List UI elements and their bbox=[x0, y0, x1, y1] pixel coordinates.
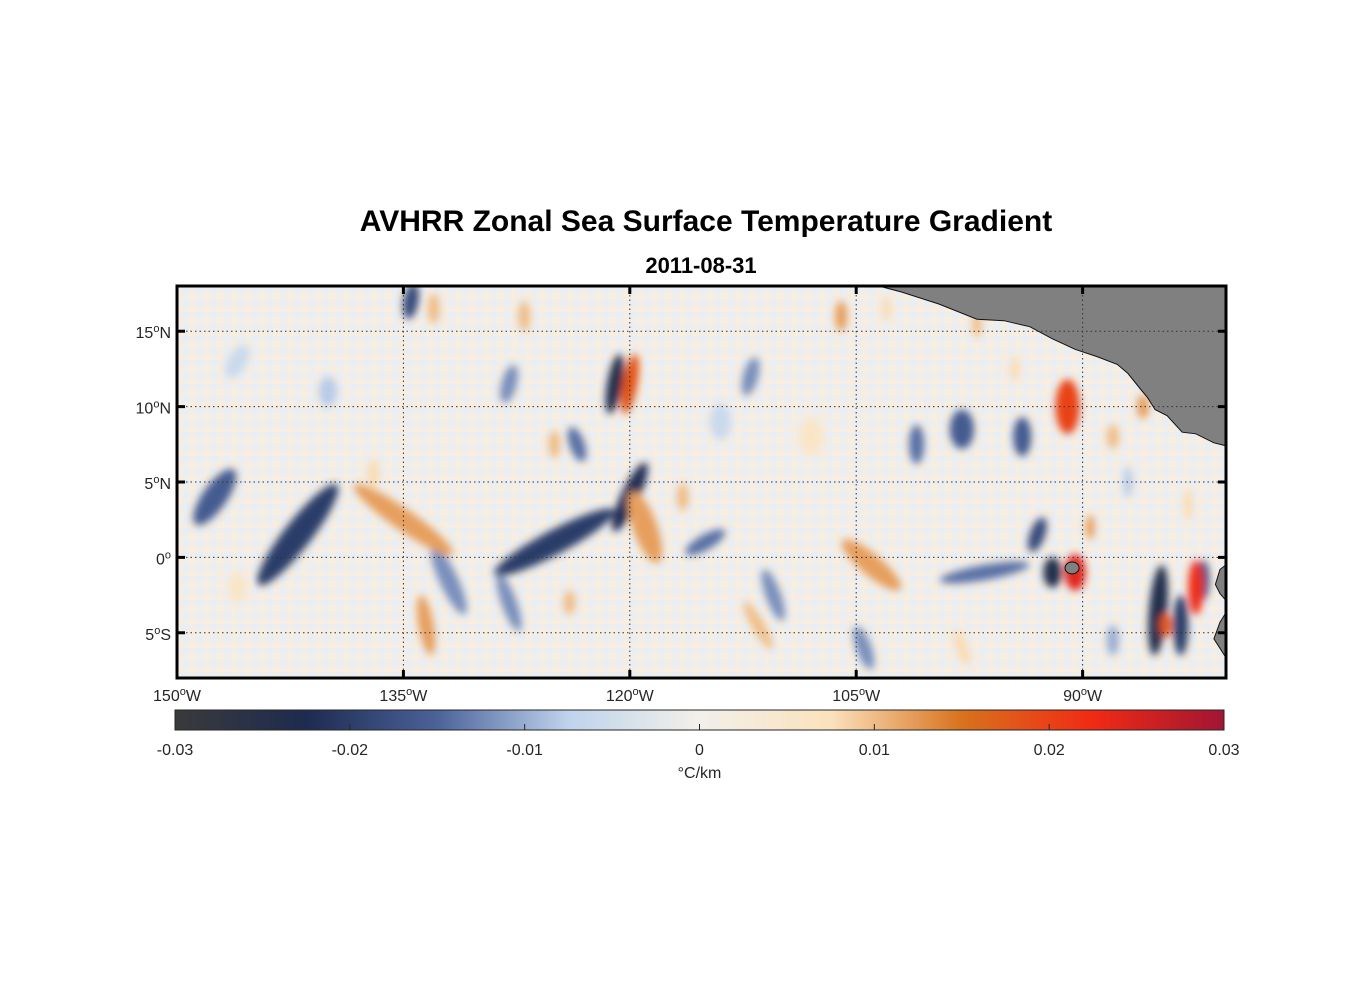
gradient-feature bbox=[1043, 557, 1062, 588]
gradient-feature bbox=[676, 483, 689, 511]
gradient-feature bbox=[1159, 613, 1172, 638]
gradient-feature bbox=[228, 572, 247, 603]
gradient-feature bbox=[353, 484, 454, 556]
graticule bbox=[177, 286, 1226, 678]
x-tick-label: 105oW bbox=[832, 686, 881, 705]
gradient-feature bbox=[605, 354, 624, 414]
gradient-feature bbox=[367, 459, 380, 490]
gradient-feature bbox=[518, 301, 531, 332]
gradient-feature bbox=[709, 403, 731, 440]
gradient-feature bbox=[1173, 595, 1189, 656]
gradient-feature bbox=[416, 595, 436, 655]
colorbar-tick-label: 0.02 bbox=[1034, 742, 1065, 759]
land-mask bbox=[878, 286, 1226, 678]
gradient-feature bbox=[835, 301, 848, 332]
y-tick-label: 5oN bbox=[144, 474, 171, 493]
gradient-feature bbox=[741, 357, 760, 396]
colorbar-unit-label: °C/km bbox=[678, 765, 722, 782]
colorbar-tick-label: -0.03 bbox=[157, 742, 194, 759]
colorbar-tick-label: 0 bbox=[695, 742, 704, 759]
gradient-feature bbox=[743, 601, 773, 649]
x-tick-label: 150oW bbox=[153, 686, 202, 705]
gradient-feature bbox=[1055, 379, 1080, 434]
gradient-feature bbox=[685, 529, 726, 556]
gradient-feature bbox=[909, 424, 925, 464]
x-tick-label: 90oW bbox=[1063, 686, 1103, 705]
gradient-feature bbox=[949, 409, 974, 449]
gradient-feature bbox=[193, 469, 237, 526]
gradient-feature bbox=[1106, 625, 1119, 656]
gradient-feature bbox=[1188, 560, 1204, 615]
colorbar-tick-label: -0.01 bbox=[506, 742, 543, 759]
gradient-feature bbox=[761, 569, 785, 621]
gradient-feature bbox=[500, 364, 518, 404]
x-axis-ticks: 150oW 135oW 120oW 105oW 90oW bbox=[153, 686, 1103, 705]
gradient-feature bbox=[1027, 517, 1047, 552]
y-tick-label: 0o bbox=[156, 549, 171, 568]
colorbar: -0.03 -0.02 -0.01 0 0.01 0.02 0.03 °C/km bbox=[157, 709, 1240, 782]
gradient-feature bbox=[881, 296, 891, 321]
gradient-feature bbox=[563, 590, 576, 615]
gradient-feature bbox=[1010, 356, 1020, 381]
gradient-feature bbox=[225, 345, 250, 378]
colorbar-tick-label: 0.03 bbox=[1208, 742, 1239, 759]
gradient-field bbox=[193, 286, 1210, 670]
gradient-feature bbox=[1136, 394, 1150, 419]
chart-subtitle: 2011-08-31 bbox=[645, 253, 757, 278]
gradient-feature bbox=[402, 286, 420, 319]
y-tick-label: 5oS bbox=[145, 625, 171, 644]
land-galapagos bbox=[1064, 561, 1080, 575]
gradient-feature bbox=[427, 293, 440, 324]
gradient-feature bbox=[430, 545, 467, 615]
gradient-feature bbox=[567, 427, 587, 462]
y-axis-ticks: 15oN 10oN 5oN 0o 5oS bbox=[136, 323, 171, 644]
gradient-feature bbox=[939, 561, 1030, 584]
gradient-feature bbox=[548, 430, 561, 458]
gradient-feature bbox=[318, 376, 337, 407]
gradient-feature bbox=[257, 484, 339, 586]
gradient-feature bbox=[1106, 424, 1119, 449]
gradient-feature bbox=[853, 626, 875, 670]
gradient-feature bbox=[494, 508, 615, 576]
land-south-america bbox=[1213, 564, 1226, 678]
gradient-feature bbox=[1013, 417, 1032, 457]
gradient-feature bbox=[620, 354, 639, 414]
chart-title: AVHRR Zonal Sea Surface Temperature Grad… bbox=[359, 205, 1053, 238]
colorbar-tick-label: 0.01 bbox=[859, 742, 890, 759]
map-frame bbox=[175, 284, 1228, 680]
x-tick-label: 120oW bbox=[606, 686, 655, 705]
colorbar-tick-label: -0.02 bbox=[332, 742, 369, 759]
gradient-feature bbox=[496, 574, 522, 632]
land-central-america bbox=[878, 286, 1226, 447]
y-tick-label: 10oN bbox=[136, 399, 171, 418]
gradient-feature bbox=[798, 418, 824, 455]
gradient-feature bbox=[953, 630, 971, 665]
gradient-feature bbox=[1085, 515, 1095, 540]
y-tick-label: 15oN bbox=[136, 323, 171, 342]
gradient-feature bbox=[1183, 489, 1193, 520]
x-tick-label: 135oW bbox=[379, 686, 428, 705]
gradient-feature bbox=[627, 491, 663, 563]
